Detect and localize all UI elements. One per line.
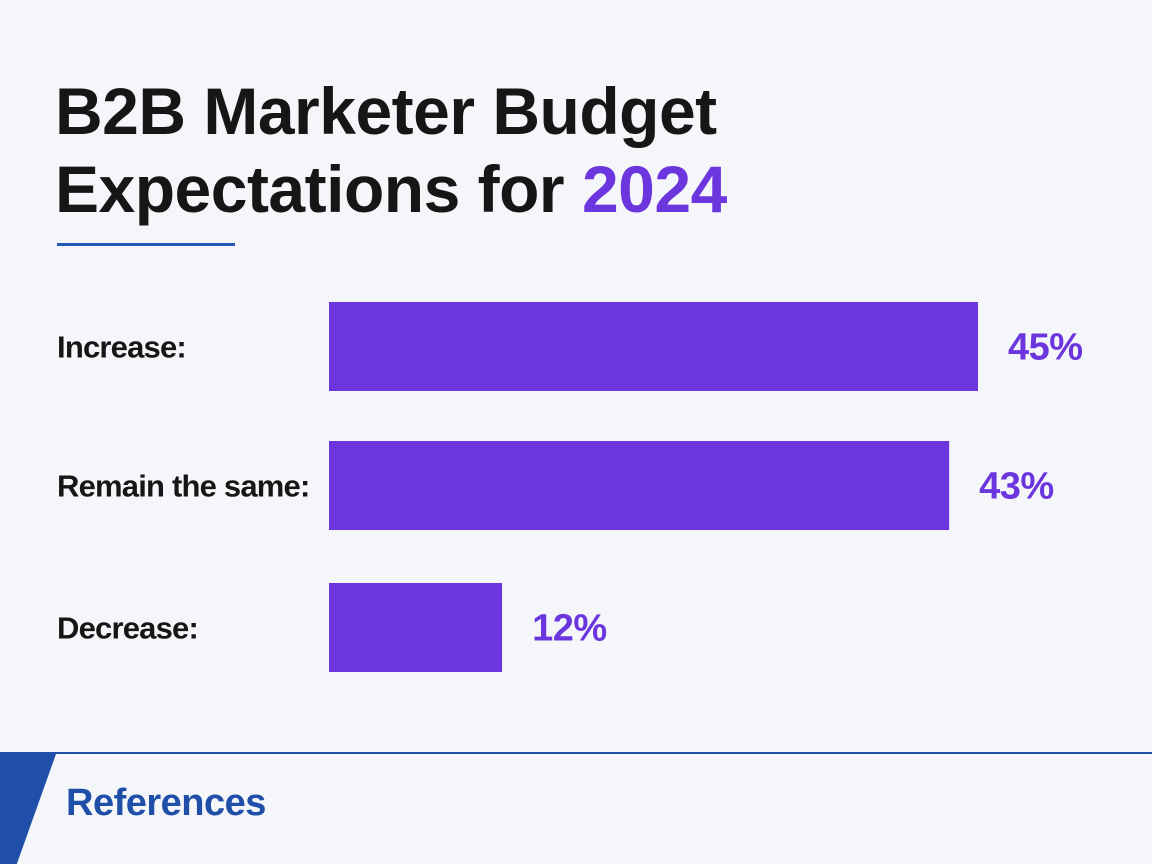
- footer-divider: [0, 752, 1152, 754]
- bar-decrease: [329, 583, 503, 672]
- bar-remain-the-same: [329, 441, 950, 530]
- bar-increase: [329, 302, 978, 391]
- category-label-increase: Increase:: [57, 330, 186, 365]
- value-label-increase: 45%: [1008, 327, 1083, 369]
- references-heading[interactable]: References: [66, 782, 266, 824]
- title-year-highlight: 2024: [581, 152, 727, 226]
- chart-title: B2B Marketer Budget Expectations for 202…: [55, 72, 727, 228]
- value-label-decrease: 12%: [532, 608, 607, 650]
- bar-chart: Increase: 45% Remain the same: 43% Decrease:…: [57, 302, 1083, 672]
- category-label-remain-the-same: Remain the same:: [57, 469, 310, 504]
- value-label-remain-the-same: 43%: [979, 466, 1054, 508]
- footer-accent-tab: [0, 754, 56, 864]
- title-underline: [57, 243, 235, 246]
- title-line-2-prefix: Expectations for: [55, 152, 582, 226]
- title-line-1: B2B Marketer Budget: [55, 74, 717, 148]
- category-label-decrease: Decrease:: [57, 611, 198, 646]
